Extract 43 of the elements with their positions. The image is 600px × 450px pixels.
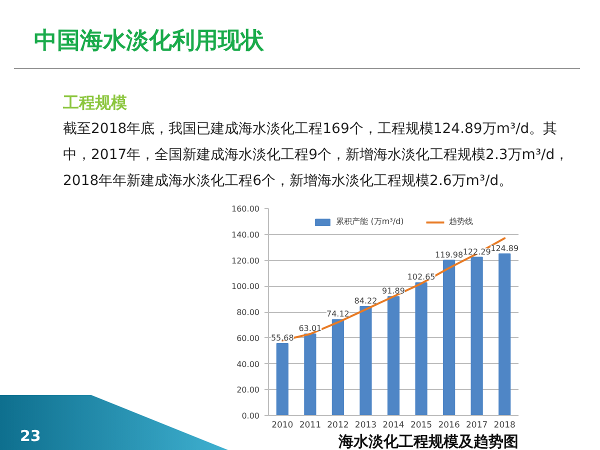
data-label: 63.01 [298, 324, 322, 333]
chart-title: 中国海水淡化利用现状 [34, 27, 264, 56]
bar [443, 260, 456, 416]
y-tick-label: 160.00 [232, 204, 260, 214]
x-tick-label: 2011 [299, 420, 321, 430]
x-tick-label: 2016 [438, 420, 460, 430]
data-label: 122.29 [462, 247, 491, 256]
legend-label: 趋势线 [448, 216, 473, 227]
y-tick-label: 80.00 [236, 308, 260, 317]
bar [360, 306, 372, 416]
x-tick-label: 2015 [410, 420, 432, 430]
text: 工程规模 [63, 92, 127, 114]
x-tick-label: 2012 [327, 420, 349, 430]
data-label: 55.68 [270, 333, 294, 342]
text: 海水淡化工程规模及趋势图 [338, 432, 518, 450]
y-tick-label: 120.00 [232, 256, 260, 266]
x-tick-label: 2018 [494, 420, 516, 430]
data-label: 124.89 [490, 244, 519, 253]
y-tick-label: 20.00 [236, 386, 260, 395]
bar [470, 256, 483, 416]
text: 23 [20, 426, 41, 447]
x-tick-label: 2017 [466, 420, 488, 430]
bar [498, 253, 511, 416]
y-tick-label: 0.00 [242, 412, 260, 420]
legend-label: 累积产能 (万m³/d) [336, 216, 404, 227]
bar [387, 296, 400, 416]
y-tick-label: 40.00 [236, 360, 260, 369]
x-tick-label: 2013 [354, 420, 377, 430]
bar [415, 282, 428, 416]
y-tick-label: 100.00 [232, 282, 260, 292]
y-tick-label: 140.00 [232, 230, 260, 240]
data-label: 84.22 [354, 296, 378, 306]
text: 截至2018年底，我国已建成海水淡化工程169个，工程规模124.89万m³/d。其中，2017年，全国新建成海水淡化工程9个，新增海水淡化工程规模2.3万m³/d，2018年年新建成海水淡化工程6个，新增海水淡化工程规模2.6万m³/d。 [63, 120, 570, 191]
bar [332, 319, 344, 416]
y-tick-label: 60.00 [236, 334, 260, 343]
x-tick-label: 2010 [272, 420, 294, 430]
data-label: 91.89 [382, 286, 405, 296]
data-label: 119.98 [435, 250, 464, 260]
data-label: 102.65 [407, 272, 436, 282]
data-label: 74.12 [326, 310, 350, 319]
bar [304, 333, 316, 416]
bar [276, 342, 288, 416]
x-tick-label: 2014 [382, 420, 404, 430]
